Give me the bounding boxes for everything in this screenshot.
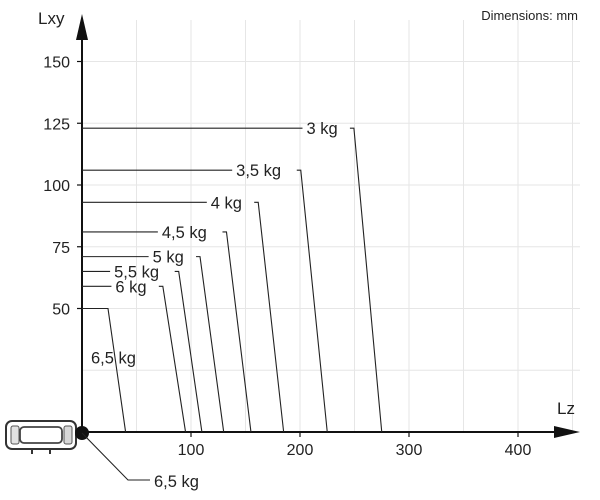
x-tick-label: 200 [287,442,314,459]
payload-curve: 6 kg [82,278,187,433]
grid-lines [82,20,580,432]
y-axis-title: Lxy [38,9,65,28]
y-axis-arrow [76,14,88,40]
x-tick-label: 100 [178,442,205,459]
y-tick-label: 50 [52,302,70,319]
payload-boundary-line [196,256,225,433]
payload-label: 5,5 kg [114,263,159,281]
y-tick-label: 125 [43,116,70,133]
payload-boundary-line [174,270,203,433]
x-tick-label: 300 [396,442,423,459]
payload-label: 5 kg [153,249,184,267]
origin-leader-line [81,432,150,481]
gripper-icon [5,420,77,454]
payload-boundary-line [296,169,328,433]
payload-curve: 4,5 kg [82,224,252,433]
axis-ticks: 100 200 300 400 50 75 100 125 150 [43,55,531,460]
payload-label: 3,5 kg [236,162,281,180]
payload-boundary-line [349,127,383,433]
x-axis-title: Lz [557,399,575,418]
x-axis-arrow [554,426,580,438]
payload-curve: 3 kg [82,120,383,433]
payload-curve: 3,5 kg [82,162,328,433]
payload-curve: 6,5 kg [82,307,136,433]
payload-curves: 3 kg 3,5 kg 4 kg4,5 kg 5 kg5,5 kg6 kg 6,5 kg [82,120,383,433]
units-note: Dimensions: mm [481,8,578,23]
payload-boundary-line [222,231,252,433]
payload-label: 3 kg [307,120,338,138]
x-tick-label: 400 [505,442,532,459]
y-tick-label: 100 [43,178,70,195]
payload-label: 4 kg [211,194,242,212]
payload-label: 6 kg [115,278,146,296]
y-tick-label: 75 [52,240,70,257]
payload-boundary-line [254,201,285,433]
payload-curve: 4 kg [82,194,285,433]
origin-load-label: 6,5 kg [154,473,199,491]
payload-curve: 5 kg [82,249,225,433]
payload-label: 4,5 kg [162,224,207,242]
y-tick-label: 150 [43,55,70,72]
payload-curve: 5,5 kg [82,263,203,433]
payload-label: 6,5 kg [91,350,136,368]
axes [76,14,580,438]
payload-boundary-line [158,285,187,433]
payload-boundary-line [82,307,127,433]
